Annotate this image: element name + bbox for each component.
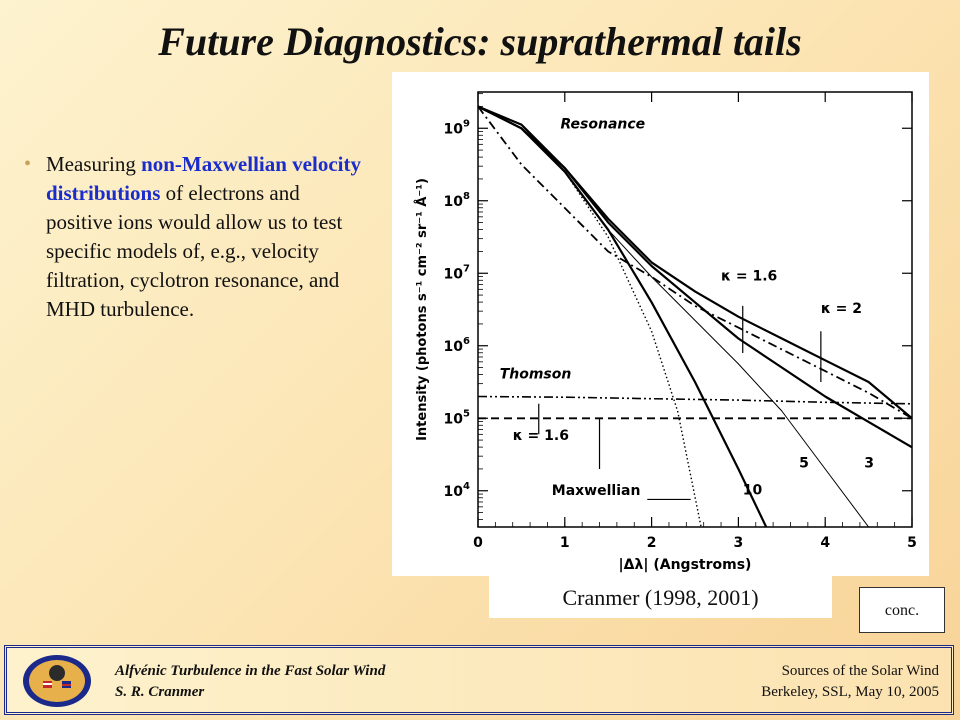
- y-tick-label: 105: [444, 408, 470, 427]
- series-line: [478, 105, 912, 420]
- x-tick-label: 1: [560, 535, 570, 551]
- bullet-text-start: Measuring: [46, 152, 142, 176]
- chart-annotation: 10: [743, 482, 763, 498]
- series-line: [478, 106, 870, 527]
- chart-annotation: κ = 2: [821, 301, 862, 317]
- figure-caption: Cranmer (1998, 2001): [489, 576, 832, 618]
- y-tick-label: 106: [444, 336, 470, 355]
- chart-annotation: 5: [799, 456, 809, 472]
- footer-right: Sources of the Solar Wind Berkeley, SSL,…: [761, 661, 939, 703]
- footer-meeting: Sources of the Solar Wind: [781, 663, 939, 679]
- chart-annotation: κ = 1.6: [513, 428, 569, 444]
- x-tick-label: 5: [907, 535, 917, 551]
- footer-left: Alfvénic Turbulence in the Fast Solar Wi…: [115, 661, 385, 703]
- series-line: [478, 105, 912, 420]
- chart-annotation: Resonance: [560, 116, 645, 132]
- chart-figure: 0 1 2 3 4 5 104 105 106 107 108 109 |Δλ| (Angstroms)…: [392, 72, 929, 576]
- x-tick-label: 2: [647, 535, 657, 551]
- y-axis-label: Intensity (photons s⁻¹ cm⁻² sr⁻¹ Å⁻¹): [414, 178, 430, 441]
- x-tick-label: 3: [734, 535, 744, 551]
- footer-author: S. R. Cranmer: [115, 684, 205, 700]
- conc-button[interactable]: conc.: [859, 587, 945, 633]
- y-tick-label: 104: [444, 481, 470, 500]
- chart-annotation: Maxwellian: [552, 483, 641, 499]
- x-tick-label: 4: [820, 535, 830, 551]
- series-line: [478, 395, 912, 405]
- slide-footer: Alfvénic Turbulence in the Fast Solar Wi…: [4, 645, 954, 715]
- bullet-text: Measuring non-Maxwellian velocity distri…: [46, 150, 364, 324]
- series-line: [478, 105, 912, 449]
- footer-venue-date: Berkeley, SSL, May 10, 2005: [761, 684, 939, 700]
- footer-talk-title: Alfvénic Turbulence in the Fast Solar Wi…: [115, 663, 386, 679]
- bullet-item: • Measuring non-Maxwellian velocity dist…: [24, 150, 364, 324]
- slide-title: Future Diagnostics: suprathermal tails: [158, 19, 802, 64]
- bullet-text-end: of electrons and positive ions would all…: [46, 181, 343, 321]
- plot-area: [477, 91, 913, 528]
- bullet-dot-icon: •: [24, 153, 32, 175]
- chart-annotation: κ = 1.6: [721, 269, 777, 285]
- soho-uvcs-logo-icon: [21, 653, 93, 709]
- chart-annotation: Thomson: [500, 366, 572, 382]
- y-tick-label: 107: [444, 263, 470, 282]
- bullet-highlight: non-Maxwellian velocity distributions: [46, 152, 361, 205]
- series-line: [478, 105, 702, 527]
- x-tick-label: 0: [473, 535, 483, 551]
- y-tick-label: 108: [444, 191, 470, 210]
- x-axis-label: |Δλ| (Angstroms): [619, 557, 752, 573]
- chart-annotation: 3: [864, 456, 874, 472]
- series-line: [478, 105, 768, 527]
- y-tick-label: 109: [444, 118, 470, 137]
